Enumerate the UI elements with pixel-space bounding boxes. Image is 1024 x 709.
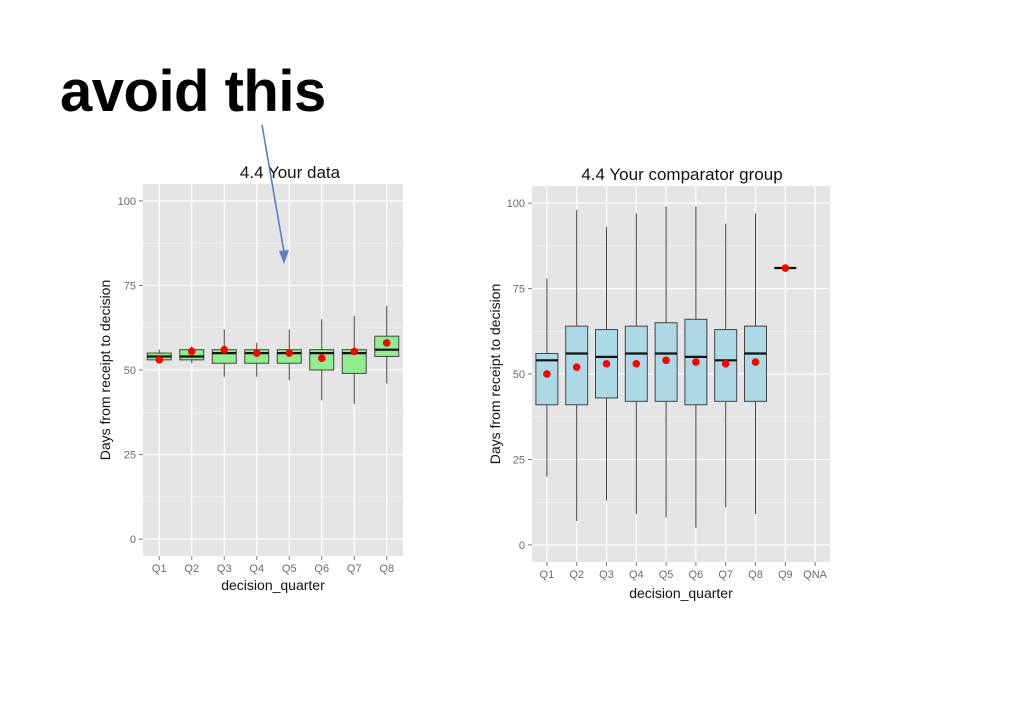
left-chart-title: 4.4 Your data [240,163,341,182]
left-ytick-label: 25 [124,450,136,462]
annotation-arrow [261,124,289,264]
right-mean-point [632,359,641,368]
left-mean-point [252,349,261,357]
right-xtick-label: Q4 [629,569,644,581]
right-mean-point [543,370,551,378]
left-mean-point [350,347,359,356]
right-mean-point [602,359,611,368]
left-mean-point [285,349,294,357]
slide-title: avoid this [60,59,326,124]
right-xtick-label: Q2 [569,569,584,581]
left-chart: 0 25 50 75 100 Q1 Q2 Q3 Q4 Q5 Q6 Q7 Q8 4.4 Your data d… [97,163,403,593]
right-xtick-label: Q3 [599,569,614,581]
right-ytick-label: 25 [513,454,525,466]
left-ytick-label: 0 [130,534,136,546]
right-ytick-label: 100 [507,198,525,210]
right-chart: 0 25 50 75 100 Q1 Q2 Q3 Q4 Q5 Q6 Q7 Q8 Q9 QNA 4.4 Your … [487,165,830,601]
right-xtick-label: Q6 [689,569,704,581]
left-mean-point [187,347,196,356]
left-xtick-label: Q3 [217,563,232,575]
left-xtick-label: Q1 [152,563,167,575]
left-xtick-label: Q6 [314,563,329,575]
arrow-head [279,250,289,264]
left-xtick-label: Q4 [249,563,264,575]
right-xtick-label: Q9 [778,569,793,581]
right-ytick-label: 75 [513,284,525,296]
right-mean-point [662,356,670,365]
right-xtick-label: Q1 [540,569,555,581]
right-xtick-label: Q7 [718,569,733,581]
right-mean-point [781,264,790,272]
left-ytick-label: 100 [118,196,136,208]
right-x-axis-label: decision_quarter [629,585,733,601]
arrow-shaft [261,124,285,253]
left-mean-point [220,345,229,354]
left-xtick-label: Q8 [379,563,394,575]
left-y-axis-label: Days from receipt to decision [97,280,113,461]
right-ytick-label: 0 [519,540,525,552]
right-xtick-label: QNA [803,569,828,581]
right-mean-point [572,363,581,371]
right-mean-point [751,358,760,366]
right-mean-point [692,358,700,366]
left-mean-point [382,339,391,347]
left-ytick-label: 50 [124,365,136,377]
right-xtick-label: Q8 [748,569,763,581]
left-ytick-label: 75 [124,280,136,292]
left-mean-point [317,354,326,362]
left-xtick-label: Q5 [282,563,297,575]
left-x-axis-label: decision_quarter [221,577,325,593]
right-ytick-label: 50 [513,369,525,381]
right-mean-point [721,359,730,368]
left-xtick-label: Q7 [347,563,362,575]
left-mean-point [155,356,164,364]
left-xtick-label: Q2 [184,563,199,575]
right-y-axis-label: Days from receipt to decision [487,284,503,465]
right-chart-title: 4.4 Your comparator group [581,165,782,184]
right-xtick-label: Q5 [659,569,674,581]
right-box-Q1 [535,352,559,406]
